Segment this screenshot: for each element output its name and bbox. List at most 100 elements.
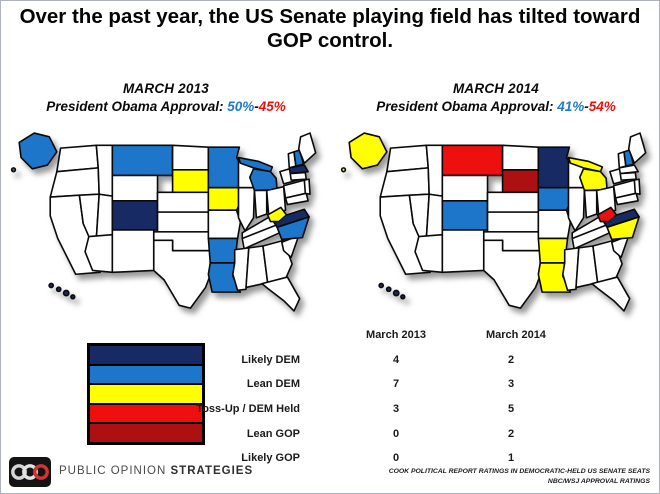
value-lean-gop-2014: 2 [507, 427, 515, 440]
state-CT [619, 171, 638, 181]
column-header-march-2014: March 2014 [486, 329, 546, 342]
state-ME [627, 132, 647, 164]
state-HI [48, 282, 55, 289]
legend-swatch-likely-dem [90, 346, 202, 366]
state-IL [567, 186, 586, 232]
state-AK-aleutian [340, 167, 347, 173]
approval-label-2013: President Obama Approval: [46, 99, 228, 114]
pos-logo [9, 457, 51, 487]
state-ID [95, 144, 114, 197]
value-tossup-2014: 5 [507, 403, 515, 416]
state-AK [18, 132, 58, 170]
state-WV [596, 206, 618, 223]
state-IA [537, 186, 574, 212]
legend-swatch-lean-dem [90, 365, 202, 385]
value-likely-dem-2013: 4 [392, 353, 400, 366]
disapprove-pct-2013: 45% [258, 99, 286, 114]
state-OR [49, 167, 100, 198]
state-NH [623, 149, 635, 167]
state-MI [248, 168, 278, 192]
state-WY [111, 174, 159, 202]
approve-pct-2013: 50% [227, 99, 255, 114]
state-FL [261, 276, 301, 312]
state-MI [578, 168, 608, 192]
panel-march-2013: MARCH 2013 President Obama Approval: 50%… [1, 81, 331, 114]
value-likely-gop-2013: 0 [392, 452, 400, 465]
legend-swatch-lean-gop [90, 404, 202, 424]
state-KS [156, 211, 210, 233]
legend-table: March 2013 March 2014 Likely DEM 4 2 Lea… [163, 323, 546, 471]
state-NJ [633, 178, 641, 196]
brand-public-opinion: PUBLIC OPINION [59, 465, 171, 477]
state-IA [207, 186, 244, 212]
us-map-svg [10, 132, 317, 312]
row-label-lean-dem: Lean DEM [246, 378, 300, 391]
row-label-tossup: Toss-Up / DEM Held [196, 403, 300, 416]
legend-swatch-tossup [90, 385, 202, 405]
state-HI [62, 289, 70, 297]
state-ND [171, 144, 210, 171]
row-label-likely-gop: Likely GOP [241, 452, 300, 465]
legend-color-swatch [87, 343, 205, 445]
lower48-group [379, 132, 647, 312]
source-line-1: COOK POLITICAL REPORT RATINGS IN DEMOCRA… [388, 467, 650, 475]
state-MT [441, 144, 504, 177]
source-line-2: NBC/WSJ APPROVAL RATINGS [547, 478, 650, 486]
state-AK [348, 132, 388, 170]
state-ID [425, 144, 444, 197]
value-lean-dem-2014: 3 [507, 378, 515, 391]
hawaii-group [48, 282, 76, 300]
state-NJ [303, 178, 311, 196]
value-likely-dem-2014: 2 [507, 353, 515, 366]
state-NH [293, 149, 305, 167]
state-HI [400, 294, 406, 300]
state-MA [618, 164, 639, 175]
row-label-lean-gop: Lean GOP [246, 427, 300, 440]
us-map-svg [340, 132, 647, 312]
state-TX [482, 239, 543, 309]
alaska-group [340, 132, 388, 173]
state-AZ [84, 233, 114, 274]
panel-2014-heading: MARCH 2014 [452, 81, 540, 96]
state-VA [271, 208, 310, 228]
lower48-group [49, 132, 317, 312]
us-map-march-2013 [6, 123, 326, 321]
state-AK-aleutian [10, 167, 17, 173]
us-map-march-2014 [336, 123, 656, 321]
state-UT [95, 193, 114, 240]
state-IN [583, 189, 598, 219]
state-HI [378, 282, 385, 289]
panel-march-2014: MARCH 2014 President Obama Approval: 41%… [331, 81, 659, 114]
state-ND [501, 144, 540, 171]
row-label-likely-dem: Likely DEM [241, 353, 300, 366]
value-likely-gop-2014: 1 [507, 452, 515, 465]
panel-2013-approval: President Obama Approval: 50%-45% [1, 99, 331, 114]
approval-separator-2014: - [584, 99, 589, 114]
source-notes: COOK POLITICAL REPORT RATINGS IN DEMOCRA… [389, 467, 650, 488]
state-HI [385, 286, 392, 293]
page-title: Over the past year, the US Senate playin… [19, 5, 641, 53]
state-CT [289, 171, 308, 181]
state-NM [441, 229, 485, 274]
alaska-group [10, 132, 58, 173]
value-lean-gop-2013: 0 [392, 427, 400, 440]
state-NM [111, 229, 155, 274]
brand-text: PUBLIC OPINION STRATEGIES [59, 465, 253, 477]
state-MO [537, 209, 572, 240]
state-UT [425, 193, 444, 240]
state-IL [237, 186, 256, 232]
state-KS [486, 211, 540, 233]
state-SD [171, 168, 210, 194]
state-TX [152, 239, 213, 309]
legend-swatch-likely-gop [90, 424, 202, 442]
state-SD [501, 168, 540, 194]
hawaii-group [378, 282, 406, 300]
state-NE [486, 191, 540, 213]
brand-strategies: STRATEGIES [170, 465, 254, 477]
value-lean-dem-2013: 7 [392, 378, 400, 391]
state-CO [111, 200, 159, 231]
disapprove-pct-2014: 54% [588, 99, 616, 114]
state-MD [614, 192, 639, 206]
state-FL [591, 276, 631, 312]
state-CO [441, 200, 489, 231]
